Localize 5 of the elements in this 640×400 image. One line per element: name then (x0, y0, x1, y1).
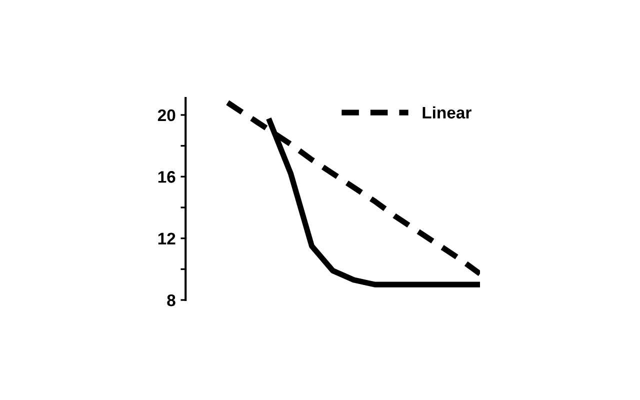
legend-label: Linear (422, 106, 472, 119)
y-tick-label: 12 (158, 232, 176, 244)
y-tick-label: 20 (158, 109, 176, 122)
y-tick-label: 8 (167, 294, 176, 306)
y-tick-label: 16 (158, 171, 176, 183)
